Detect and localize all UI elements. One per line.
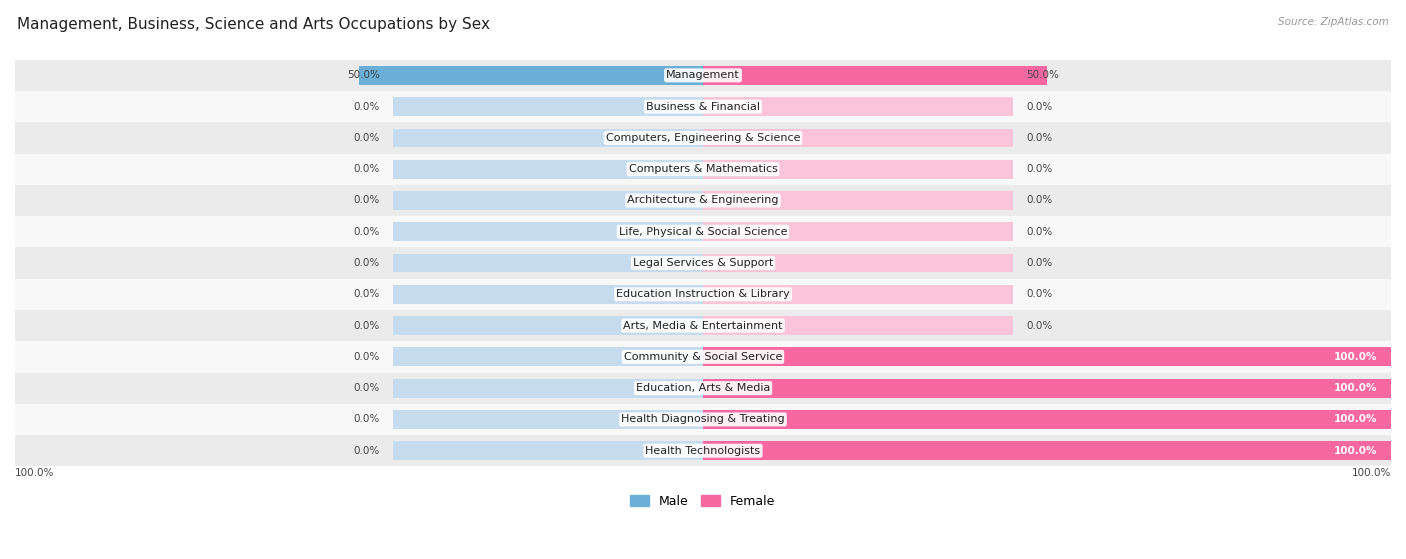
Bar (703, 410, 1391, 429)
Text: Education Instruction & Library: Education Instruction & Library (616, 290, 790, 299)
Text: 0.0%: 0.0% (353, 352, 380, 362)
Bar (15, 279, 1391, 310)
Bar (703, 66, 1012, 85)
Text: Management: Management (666, 70, 740, 80)
Text: 0.0%: 0.0% (1026, 196, 1053, 206)
Bar (394, 66, 703, 85)
Bar (15, 122, 1391, 154)
Bar (394, 254, 703, 272)
Bar (703, 160, 1012, 178)
Text: 0.0%: 0.0% (353, 321, 380, 330)
Bar (703, 254, 1012, 272)
Text: 0.0%: 0.0% (353, 446, 380, 456)
Text: Life, Physical & Social Science: Life, Physical & Social Science (619, 227, 787, 237)
Text: 0.0%: 0.0% (353, 290, 380, 299)
Bar (703, 379, 1391, 397)
Text: 0.0%: 0.0% (353, 196, 380, 206)
Bar (359, 66, 703, 85)
Bar (703, 316, 1012, 335)
Text: 100.0%: 100.0% (1334, 383, 1378, 393)
Bar (15, 372, 1391, 404)
Bar (394, 441, 703, 460)
Bar (703, 66, 1047, 85)
Bar (15, 404, 1391, 435)
Bar (15, 216, 1391, 248)
Text: 0.0%: 0.0% (353, 133, 380, 143)
Text: 0.0%: 0.0% (1026, 133, 1053, 143)
Text: Computers & Mathematics: Computers & Mathematics (628, 164, 778, 174)
Text: Arts, Media & Entertainment: Arts, Media & Entertainment (623, 321, 783, 330)
Text: Architecture & Engineering: Architecture & Engineering (627, 196, 779, 206)
Bar (703, 348, 1012, 366)
Bar (703, 129, 1012, 148)
Text: Education, Arts & Media: Education, Arts & Media (636, 383, 770, 393)
Text: 50.0%: 50.0% (347, 70, 380, 80)
Text: Health Diagnosing & Treating: Health Diagnosing & Treating (621, 414, 785, 424)
Text: 100.0%: 100.0% (1334, 414, 1378, 424)
Text: Community & Social Service: Community & Social Service (624, 352, 782, 362)
Bar (15, 185, 1391, 216)
Text: 0.0%: 0.0% (353, 414, 380, 424)
Text: 0.0%: 0.0% (1026, 290, 1053, 299)
Text: 100.0%: 100.0% (1334, 446, 1378, 456)
Bar (703, 285, 1012, 304)
Bar (15, 60, 1391, 91)
Bar (394, 285, 703, 304)
Bar (394, 129, 703, 148)
Bar (703, 222, 1012, 241)
Text: Business & Financial: Business & Financial (645, 102, 761, 112)
Bar (394, 191, 703, 210)
Bar (394, 160, 703, 178)
Text: 0.0%: 0.0% (1026, 164, 1053, 174)
Text: 0.0%: 0.0% (1026, 102, 1053, 112)
Legend: Male, Female: Male, Female (626, 490, 780, 513)
Text: Computers, Engineering & Science: Computers, Engineering & Science (606, 133, 800, 143)
Bar (394, 410, 703, 429)
Bar (703, 379, 1012, 397)
Bar (703, 441, 1391, 460)
Text: 0.0%: 0.0% (353, 383, 380, 393)
Text: Health Technologists: Health Technologists (645, 446, 761, 456)
Bar (394, 348, 703, 366)
Bar (15, 154, 1391, 185)
Bar (394, 222, 703, 241)
Bar (703, 97, 1012, 116)
Text: 50.0%: 50.0% (1026, 70, 1059, 80)
Text: 0.0%: 0.0% (1026, 258, 1053, 268)
Text: Source: ZipAtlas.com: Source: ZipAtlas.com (1278, 17, 1389, 27)
Text: 0.0%: 0.0% (1026, 321, 1053, 330)
Text: 0.0%: 0.0% (353, 227, 380, 237)
Bar (15, 310, 1391, 341)
Bar (703, 410, 1012, 429)
Text: 0.0%: 0.0% (1026, 227, 1053, 237)
Bar (15, 91, 1391, 122)
Text: 100.0%: 100.0% (15, 468, 55, 479)
Bar (394, 97, 703, 116)
Text: 100.0%: 100.0% (1334, 352, 1378, 362)
Bar (703, 441, 1012, 460)
Bar (703, 348, 1391, 366)
Bar (703, 191, 1012, 210)
Text: Legal Services & Support: Legal Services & Support (633, 258, 773, 268)
Text: 0.0%: 0.0% (353, 164, 380, 174)
Text: Management, Business, Science and Arts Occupations by Sex: Management, Business, Science and Arts O… (17, 17, 489, 32)
Bar (15, 435, 1391, 466)
Bar (15, 341, 1391, 372)
Text: 0.0%: 0.0% (353, 102, 380, 112)
Bar (394, 379, 703, 397)
Text: 0.0%: 0.0% (353, 258, 380, 268)
Bar (15, 248, 1391, 279)
Text: 100.0%: 100.0% (1351, 468, 1391, 479)
Bar (394, 316, 703, 335)
